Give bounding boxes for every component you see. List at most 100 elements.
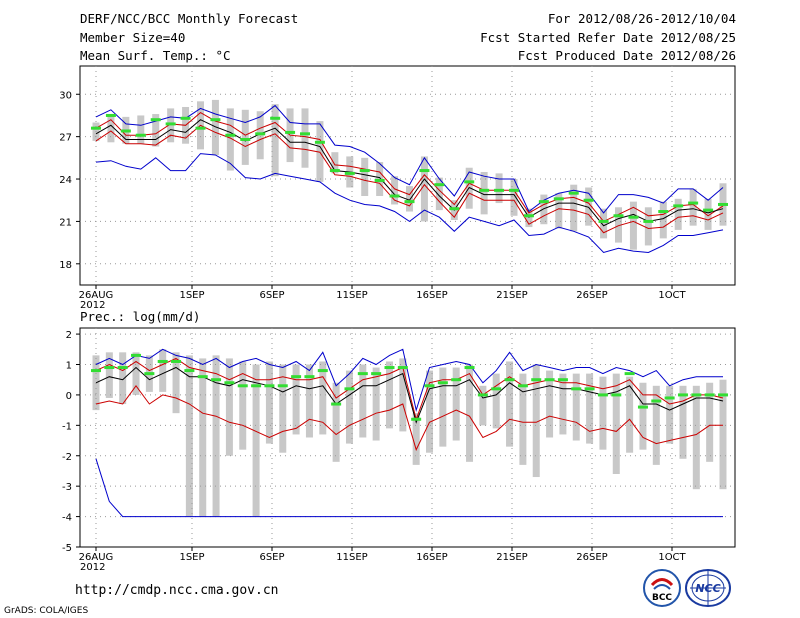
x-tick-label: 6SEP (259, 290, 284, 301)
x-tick-label: 11SEP (336, 552, 367, 563)
ensemble-box (492, 373, 500, 429)
ensemble-box (359, 364, 367, 438)
x-tick-label: 26SEP (576, 552, 607, 563)
ensemble-box (639, 382, 647, 450)
y-tick-label: 24 (59, 175, 72, 186)
ensemble-box (540, 194, 548, 225)
y-tick-label: 18 (59, 260, 72, 271)
ensemble-box (689, 188, 697, 226)
ensemble-box (626, 376, 634, 453)
series-upper-line (95, 357, 724, 421)
ensemble-box (679, 385, 687, 459)
ensemble-box (332, 382, 340, 462)
ensemble-box (107, 114, 115, 143)
ensemble-box (674, 198, 682, 230)
ensemble-box (385, 361, 393, 429)
x-tick-label: 21SEP (496, 552, 527, 563)
source-url[interactable]: http://cmdp.ncc.cma.gov.cn (75, 583, 279, 598)
ensemble-box (692, 385, 700, 490)
ensemble-box (519, 373, 527, 465)
y-tick-label: -2 (62, 452, 72, 463)
series-lower-line (95, 124, 724, 234)
ensemble-box (479, 385, 487, 426)
x-tick-label: 16SEP (416, 552, 447, 563)
grads-credit: GrADS: COLA/IGES (4, 606, 89, 616)
ensemble-box (659, 201, 667, 239)
ensemble-box (546, 370, 554, 438)
ensemble-box (426, 370, 434, 453)
plot-frame (79, 65, 736, 286)
x-tick-label: 2012 (80, 300, 105, 311)
y-tick-label: 0 (66, 391, 72, 402)
ensemble-box (345, 370, 353, 444)
x-tick-label: 26AUG (79, 290, 114, 301)
ensemble-box (510, 179, 518, 216)
ensemble-box (292, 364, 300, 435)
chart-title: DERF/NCC/BCC Monthly Forecast (80, 11, 299, 26)
ensemble-box (452, 367, 460, 441)
ncc-logo: NCC (684, 568, 732, 608)
x-tick-label: 1OCT (658, 552, 686, 563)
ensemble-box (211, 99, 219, 156)
ensemble-box (666, 385, 674, 444)
ensemble-box (301, 108, 309, 168)
ensemble-box (225, 358, 233, 456)
ensemble-box (137, 115, 145, 144)
ensemble-box (185, 355, 193, 517)
y-tick-label: 30 (59, 90, 72, 101)
ensemble-box (599, 376, 607, 450)
ensemble-box (239, 361, 247, 450)
ensemble-box (612, 373, 620, 474)
ensemble-box (412, 413, 420, 465)
ensemble-box (212, 355, 220, 517)
ensemble-box (570, 184, 578, 232)
ensemble-box (652, 385, 660, 465)
y-tick-label: -4 (62, 513, 72, 524)
member-size-label: Member Size=40 (80, 30, 186, 45)
x-tick-label: 1SEP (179, 552, 204, 563)
ensemble-box (406, 186, 413, 212)
ensemble-box (719, 379, 727, 490)
ensemble-box (241, 109, 249, 165)
x-tick-label: 16SEP (416, 290, 447, 301)
ensemble-box (435, 177, 443, 211)
x-tick-label: 1OCT (658, 290, 686, 301)
ensemble-box (706, 382, 714, 462)
ensemble-box (361, 157, 369, 196)
ensemble-box (704, 198, 712, 230)
ensemble-box (159, 349, 167, 392)
ensemble-box (585, 187, 593, 226)
ensemble-box (172, 352, 180, 414)
ensemble-box (391, 176, 399, 205)
ensemble-box (586, 373, 594, 444)
series-min-line (95, 458, 723, 518)
bcc-logo: BCC (642, 568, 682, 608)
forecast-started-date: Fcst Started Refer Date 2012/08/25 (480, 30, 736, 45)
x-tick-label: 1SEP (179, 290, 204, 301)
ensemble-box (532, 364, 540, 478)
ensemble-box (439, 367, 447, 447)
ensemble-box (525, 208, 533, 228)
ensemble-box (506, 361, 514, 447)
ncc-logo-text: NCC (695, 582, 720, 595)
y-tick-label: 27 (59, 133, 72, 144)
ensemble-box (480, 171, 488, 215)
ensemble-box (316, 121, 324, 182)
series-min-line (95, 153, 724, 254)
series-max-line (95, 104, 724, 214)
y-tick-label: -5 (62, 543, 72, 554)
ensemble-box (372, 367, 380, 441)
series-max-line (95, 348, 723, 413)
ensemble-box (119, 352, 127, 405)
x-tick-label: 21SEP (496, 290, 527, 301)
series-lower-line (95, 384, 723, 452)
ensemble-box (420, 156, 428, 222)
forecast-period: For 2012/08/26-2012/10/04 (547, 11, 736, 26)
y-tick-label: 2 (66, 330, 72, 341)
ensemble-box (629, 201, 637, 250)
ensemble-box (331, 152, 339, 174)
ensemble-box (399, 358, 407, 432)
ensemble-box (559, 373, 567, 435)
ensemble-box (495, 173, 503, 204)
x-tick-label: 26SEP (576, 290, 607, 301)
